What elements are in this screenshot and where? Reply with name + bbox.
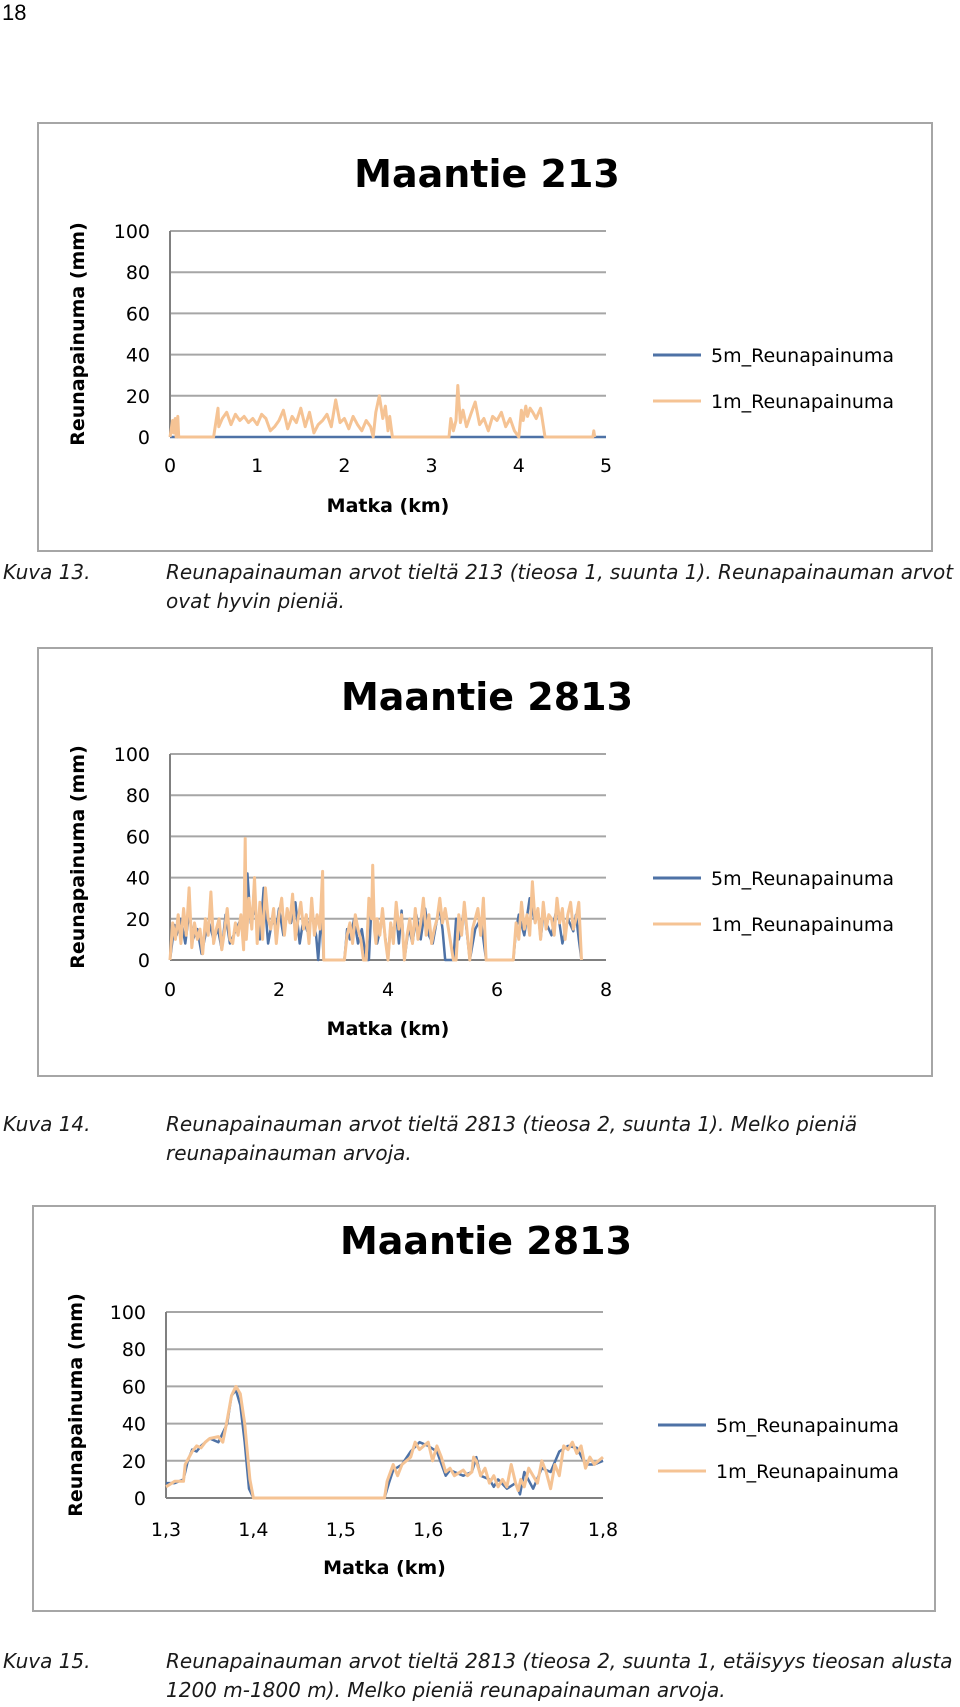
x-tick-label: 1,4: [238, 1519, 268, 1541]
caption-label: Kuva 13.: [3, 560, 91, 584]
x-tick-label: 3: [426, 455, 438, 477]
y-tick-label: 0: [134, 1488, 146, 1510]
legend-label: 1m_Reunapainuma: [711, 914, 894, 936]
legend-label: 5m_Reunapainuma: [711, 868, 894, 890]
x-tick-label: 6: [491, 979, 503, 1001]
y-tick-label: 100: [114, 221, 150, 243]
legend-label: 1m_Reunapainuma: [716, 1461, 899, 1483]
y-tick-label: 0: [138, 950, 150, 972]
caption-text: Reunapainauman arvot tieltä 213 (tieosa …: [166, 560, 954, 613]
chart-maantie-2813-detail: Maantie 2813 0 20 40 60 80 100 1,3 1,4 1,5 1,6 1,7 1…: [65, 1219, 899, 1579]
y-tick-label: 20: [122, 1451, 146, 1473]
x-tick-label: 8: [600, 979, 612, 1001]
y-axis-label: Reunapainuma (mm): [65, 1293, 87, 1517]
y-tick-label: 100: [110, 1302, 146, 1324]
y-tick-label: 20: [126, 386, 150, 408]
chart-maantie-2813: Maantie 2813 0 20 40 60 80 100 0 2 4 6 8 Matka (km) R…: [67, 675, 894, 1040]
series-line-1m-reunapainuma: [168, 384, 597, 439]
x-tick-label: 0: [164, 455, 176, 477]
y-tick-label: 40: [126, 868, 150, 890]
x-tick-label: 1,7: [500, 1519, 530, 1541]
x-axis-label: Matka (km): [323, 1557, 446, 1579]
series-line-1m-reunapainuma: [168, 837, 583, 962]
series-line-1m-reunapainuma: [165, 1384, 604, 1500]
x-tick-label: 2: [338, 455, 350, 477]
x-tick-label: 1: [251, 455, 263, 477]
chart-maantie-213: Maantie 213 0 20 40 60 80 100 0 1 2 3 4 5 Matka (km) R…: [67, 152, 894, 517]
legend-label: 5m_Reunapainuma: [711, 345, 894, 367]
chart-box-maantie-2813: Maantie 2813 0 20 40 60 80 100 0 2 4 6 8 Matka (km) R…: [37, 647, 933, 1077]
chart-title: Maantie 213: [354, 152, 620, 196]
figure-caption-14: Kuva 14. Reunapainauman arvot tieltä 281…: [3, 1110, 958, 1170]
y-axis-label: Reunapainuma (mm): [67, 745, 89, 969]
y-tick-label: 80: [126, 785, 150, 807]
chart-title: Maantie 2813: [340, 1219, 632, 1263]
y-tick-label: 60: [126, 826, 150, 848]
x-tick-label: 1,5: [326, 1519, 356, 1541]
x-tick-label: 4: [382, 979, 394, 1001]
x-tick-label: 0: [164, 979, 176, 1001]
page-number: 18: [2, 0, 27, 25]
x-tick-label: 1,8: [588, 1519, 618, 1541]
caption-text: Reunapainauman arvot tieltä 2813 (tieosa…: [166, 1649, 953, 1702]
y-tick-label: 20: [126, 909, 150, 931]
legend-label: 5m_Reunapainuma: [716, 1415, 899, 1437]
y-tick-label: 40: [122, 1414, 146, 1436]
x-axis-label: Matka (km): [327, 1018, 450, 1040]
legend-label: 1m_Reunapainuma: [711, 391, 894, 413]
caption-label: Kuva 15.: [3, 1649, 91, 1673]
figure-caption-13: Kuva 13. Reunapainauman arvot tieltä 213…: [3, 558, 958, 618]
figure-caption-15: Kuva 15. Reunapainauman arvot tieltä 281…: [3, 1647, 958, 1707]
x-tick-label: 1,3: [151, 1519, 181, 1541]
y-tick-label: 100: [114, 744, 150, 766]
chart-box-maantie-213: Maantie 213 0 20 40 60 80 100 0 1 2 3 4 5 Matka (km) R…: [37, 122, 933, 552]
x-tick-label: 1,6: [413, 1519, 443, 1541]
x-tick-label: 5: [600, 455, 612, 477]
caption-label: Kuva 14.: [3, 1112, 91, 1136]
y-tick-label: 0: [138, 427, 150, 449]
chart-title: Maantie 2813: [341, 675, 633, 719]
y-tick-label: 60: [122, 1376, 146, 1398]
y-tick-label: 80: [126, 262, 150, 284]
y-tick-label: 40: [126, 345, 150, 367]
y-axis-label: Reunapainuma (mm): [67, 222, 89, 446]
y-tick-label: 60: [126, 303, 150, 325]
caption-text: Reunapainauman arvot tieltä 2813 (tieosa…: [166, 1112, 858, 1165]
x-axis-label: Matka (km): [327, 495, 450, 517]
x-tick-label: 4: [513, 455, 525, 477]
y-tick-label: 80: [122, 1339, 146, 1361]
x-tick-label: 2: [273, 979, 285, 1001]
chart-box-maantie-2813-detail: Maantie 2813 0 20 40 60 80 100 1,3 1,4 1,5 1,6 1,7 1…: [32, 1205, 936, 1612]
